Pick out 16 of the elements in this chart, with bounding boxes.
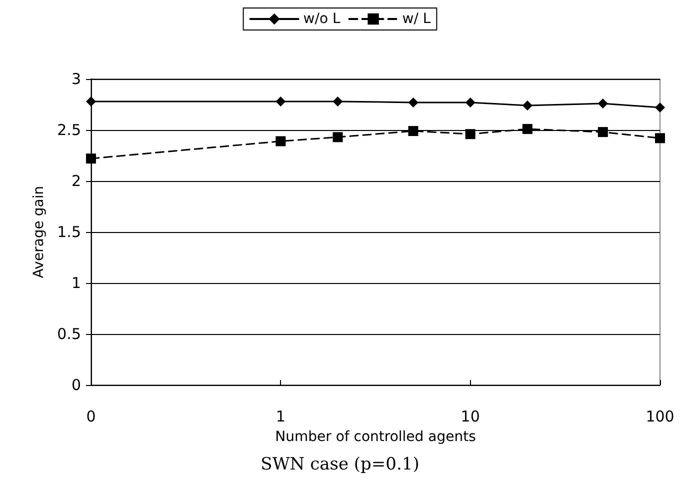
x-axis-title: Number of controlled agents [275,429,476,445]
y-tick-label: 0.5 [57,325,81,343]
y-tick-label: 2.5 [57,121,81,139]
x-tick-label: 100 [646,408,674,426]
x-tick-label: 10 [460,408,480,426]
y-tick-label: 1 [71,274,81,292]
legend-label: w/o L [303,11,340,27]
legend-label: w/ L [402,11,431,27]
x-tick-label: 0 [86,408,96,426]
x-tick-label: 1 [276,408,286,426]
text: SWN case (p=0.1) [260,454,420,474]
y-axis-title: Average gain [31,186,47,278]
y-tick-label: 0 [71,376,81,394]
y-tick-label: 2 [71,172,81,190]
y-tick-label: 1.5 [57,223,81,241]
y-tick-label: 3 [71,70,81,88]
